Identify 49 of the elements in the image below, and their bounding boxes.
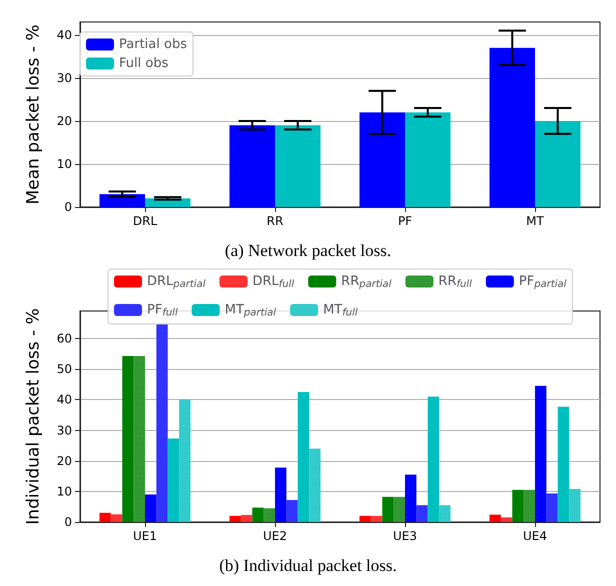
text: (b) Individual packet loss. [219,556,397,575]
y-tick-label: 50 [56,362,72,376]
bar [405,474,416,522]
y-tick-label: 20 [56,454,72,468]
bar [275,125,320,207]
x-tick-label: UE3 [393,529,417,543]
y-tick-label: 30 [56,70,72,85]
x-tick-label: RR [266,214,284,228]
y-axis-title: Mean packet loss - % [24,24,44,204]
x-tick-label: UE4 [523,529,547,543]
x-tick-label: UE2 [263,529,287,543]
bar [122,356,134,522]
y-tick-label: 20 [56,114,72,128]
x-tick-label: MT [526,214,545,228]
y-tick-label: 40 [56,392,72,407]
bar [382,496,394,522]
y-tick-label: 60 [56,332,72,346]
y-tick-label: 0 [64,200,72,214]
y-tick-label: 30 [56,423,72,438]
bar [230,516,241,522]
bar [490,48,535,207]
bar [405,112,450,207]
legend-label: Partial obs [119,37,188,52]
x-tick-label: DRL [132,214,158,228]
bar [100,512,111,522]
y-tick-label: 10 [56,484,72,498]
legend-label: Full obs [119,56,169,71]
bar [230,125,275,207]
text: (a) Network packet loss. [224,241,392,260]
x-tick-label: UE1 [133,529,157,543]
bar [490,514,501,522]
bar [298,392,310,522]
bar [360,516,371,522]
bar [512,490,524,522]
x-tick-label: PF [398,214,412,228]
y-tick-label: 0 [64,515,72,529]
bar [535,120,580,207]
bar [558,406,570,522]
y-tick-label: 10 [56,156,72,171]
bar [252,508,264,522]
bar [535,386,546,522]
bar [145,494,156,522]
y-axis-title: Individual packet loss - % [24,308,44,525]
bar [360,112,405,207]
bar [100,194,145,207]
y-tick-label: 40 [56,28,72,42]
bar [428,396,440,522]
bar [168,438,180,522]
bar [275,468,286,522]
